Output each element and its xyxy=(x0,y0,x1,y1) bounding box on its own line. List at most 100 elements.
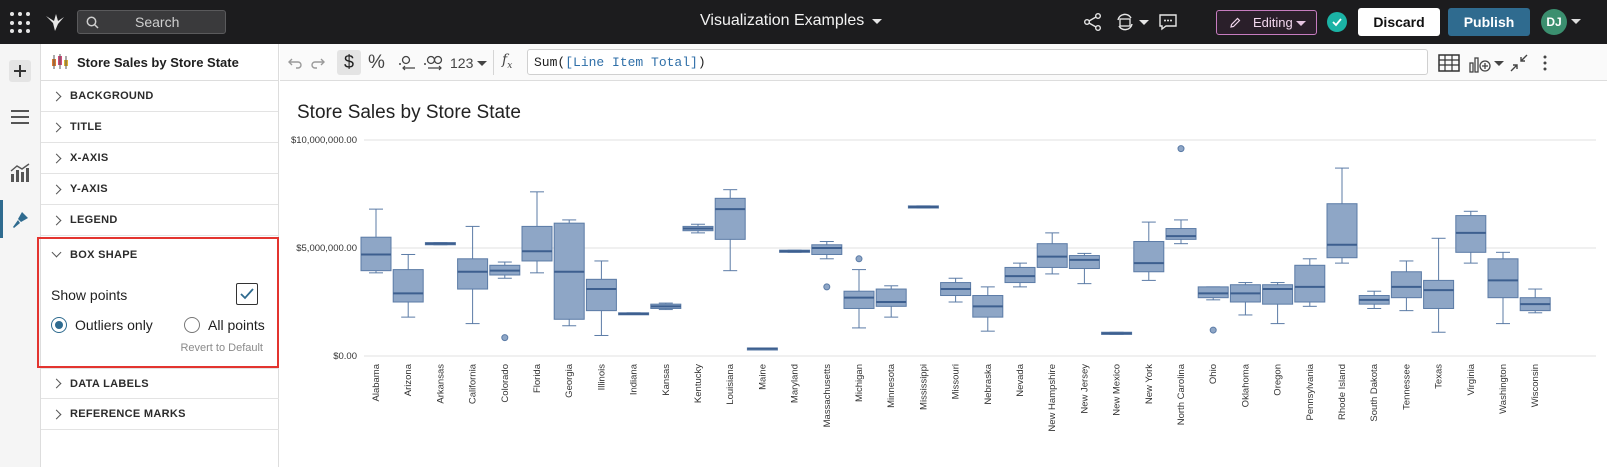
section-label: LEGEND xyxy=(70,214,118,226)
formula-close: ) xyxy=(697,54,706,70)
boxplot-chart[interactable]: $10,000,000.00 $5,000,000.00 $0.00 Alabama A… xyxy=(280,128,1600,467)
x-tick-label: Oregon xyxy=(1273,364,1284,396)
number-format-label: 123 xyxy=(450,55,474,71)
chevron-right-icon xyxy=(51,91,62,101)
x-tick-label: New Jersey xyxy=(1079,364,1090,414)
outlier-point xyxy=(823,283,831,291)
x-tick-label: Washington xyxy=(1498,364,1509,414)
x-tick-label: Florida xyxy=(532,363,543,393)
section-title[interactable]: TITLE xyxy=(41,112,278,143)
left-rail xyxy=(0,44,41,467)
decrease-decimals-icon[interactable] xyxy=(397,53,417,73)
radio-label: All points xyxy=(208,317,265,333)
format-brush-icon[interactable] xyxy=(9,209,31,231)
avatar[interactable]: DJ xyxy=(1541,9,1567,35)
number-format-menu[interactable]: 123 xyxy=(450,53,488,73)
show-points-label: Show points xyxy=(51,287,128,303)
chevron-right-icon xyxy=(51,153,62,163)
radio-label: Outliers only xyxy=(75,317,153,333)
currency-format-button[interactable]: $ xyxy=(337,50,361,75)
boxplot-chart-icon xyxy=(52,54,68,69)
saved-status-icon xyxy=(1327,12,1347,32)
section-background[interactable]: BACKGROUND xyxy=(41,81,278,112)
x-tick-label: Maine xyxy=(757,364,768,390)
search-input[interactable]: Search xyxy=(77,10,226,34)
section-label: Y-AXIS xyxy=(70,183,108,195)
publish-button[interactable]: Publish xyxy=(1448,8,1530,36)
more-options-icon[interactable] xyxy=(1542,53,1548,73)
box-tennessee xyxy=(1390,271,1422,299)
element-list-icon[interactable] xyxy=(9,106,31,128)
radio-selected-icon xyxy=(51,317,67,333)
show-points-checkbox[interactable] xyxy=(236,283,258,305)
box-minnesota xyxy=(875,288,907,307)
box-massachusetts xyxy=(811,244,843,255)
chevron-down-icon xyxy=(1296,21,1306,26)
x-tick-label: New York xyxy=(1144,364,1155,404)
outlier-point xyxy=(855,255,863,263)
x-tick-label: Missouri xyxy=(951,364,962,399)
add-chart-icon[interactable] xyxy=(1468,53,1504,73)
discard-button[interactable]: Discard xyxy=(1358,8,1440,36)
box-nevada xyxy=(1004,266,1036,284)
box-louisiana xyxy=(714,197,746,240)
x-tick-label: Illinois xyxy=(596,364,607,391)
section-legend[interactable]: LEGEND xyxy=(41,205,278,236)
chevron-right-icon xyxy=(51,215,62,225)
chart-data-icon[interactable] xyxy=(9,162,31,184)
x-tick-label: Michigan xyxy=(854,364,865,402)
collapse-icon[interactable] xyxy=(1510,53,1528,73)
x-tick-label: Arkansas xyxy=(435,364,446,404)
x-tick-label: Pennsylvania xyxy=(1305,363,1316,420)
chevron-down-icon xyxy=(477,60,488,66)
x-tick-label: Virginia xyxy=(1466,363,1477,395)
x-tick-label: Arizona xyxy=(403,363,414,396)
app-launcher-icon[interactable] xyxy=(10,12,32,34)
formula-column-ref: [Line Item Total] xyxy=(565,54,698,70)
editing-mode-menu[interactable]: Editing xyxy=(1216,10,1317,35)
x-tick-label: Nevada xyxy=(1015,363,1026,396)
logo-icon[interactable] xyxy=(44,11,66,33)
chevron-down-icon xyxy=(1494,60,1504,66)
formula-input[interactable]: Sum([Line Item Total]) xyxy=(527,49,1428,75)
section-label: X-AXIS xyxy=(70,152,109,164)
section-label: DATA LABELS xyxy=(70,377,149,390)
chevron-down-icon xyxy=(872,18,883,24)
section-label: TITLE xyxy=(70,121,103,133)
box-arizona xyxy=(392,269,424,303)
section-reference-marks[interactable]: REFERENCE MARKS xyxy=(41,399,279,430)
chevron-down-icon[interactable] xyxy=(1571,19,1581,24)
x-tick-label: New Mexico xyxy=(1112,364,1123,416)
y-tick-label: $0.00 xyxy=(333,351,357,362)
comments-icon[interactable] xyxy=(1158,11,1178,33)
section-label: REFERENCE MARKS xyxy=(70,408,186,420)
section-data-labels[interactable]: DATA LABELS xyxy=(41,368,279,399)
box-ohio xyxy=(1197,286,1229,299)
y-tick-label: $10,000,000.00 xyxy=(291,135,357,146)
chart-title: Store Sales by Store State xyxy=(297,102,521,123)
section-y-axis[interactable]: Y-AXIS xyxy=(41,174,278,205)
share-icon[interactable] xyxy=(1083,11,1103,33)
document-title-menu[interactable]: Visualization Examples xyxy=(700,12,883,30)
percent-format-button[interactable]: % xyxy=(368,52,385,73)
section-list-after: DATA LABELS REFERENCE MARKS xyxy=(41,368,279,430)
undo-icon[interactable] xyxy=(287,53,303,73)
checkmark-icon xyxy=(240,288,254,300)
table-view-icon[interactable] xyxy=(1438,53,1460,73)
revert-to-default-link[interactable]: Revert to Default xyxy=(180,342,263,354)
box-new-hampshire xyxy=(1036,243,1068,268)
version-sync-icon[interactable] xyxy=(1114,11,1149,33)
section-box-shape-header[interactable]: BOX SHAPE xyxy=(39,239,277,270)
section-x-axis[interactable]: X-AXIS xyxy=(41,143,278,174)
add-icon[interactable] xyxy=(9,60,31,82)
box-north-carolina xyxy=(1165,228,1197,240)
chevron-down-icon xyxy=(1139,19,1149,25)
all-points-radio[interactable]: All points xyxy=(184,317,265,333)
box-new-york xyxy=(1133,241,1165,273)
outliers-only-radio[interactable]: Outliers only xyxy=(51,317,153,333)
redo-icon[interactable] xyxy=(310,53,326,73)
x-tick-label: Maryland xyxy=(790,364,801,403)
box-pennsylvania xyxy=(1294,264,1326,303)
increase-decimals-icon[interactable] xyxy=(422,53,444,73)
search-placeholder: Search xyxy=(135,14,180,30)
